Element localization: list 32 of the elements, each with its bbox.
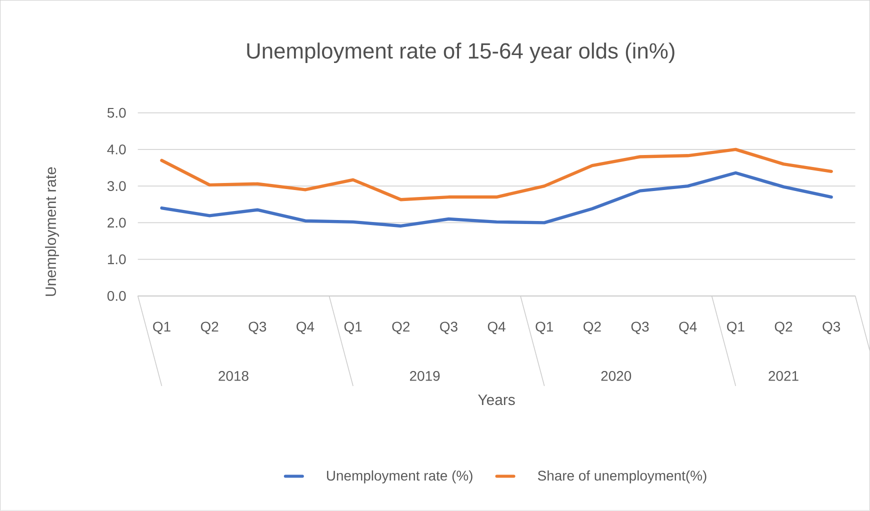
x-tick-label: Q4 (488, 322, 506, 334)
y-tick-label: 2.0 (108, 218, 126, 228)
x-tick-label: Q2 (200, 322, 218, 334)
text: 2018 (218, 371, 248, 382)
y-tick-label: 5.0 (107, 108, 126, 118)
legend-label: Unemployment rate (%) (327, 470, 472, 484)
x-tick-label: Q3 (631, 322, 649, 334)
text: 2019 (410, 371, 440, 382)
x-tick-label: Q3 (248, 322, 266, 334)
x-tick-label: Q3 (440, 322, 458, 334)
y-tick-label: 0.0 (107, 291, 126, 301)
x-tick-label: Q1 (536, 322, 553, 334)
x-axis-title: Years (478, 394, 515, 406)
x-tick-label: Q1 (727, 322, 744, 334)
x-tick-label: Q1 (344, 322, 362, 334)
line-series (160, 171, 833, 228)
y-tick-label: 1.0 (108, 254, 126, 264)
text: 2020 (601, 371, 632, 382)
y-axis-title: Unemployment rate (45, 167, 59, 296)
line-series (160, 148, 833, 202)
x-tick-label: Q2 (774, 322, 792, 334)
x-tick-label: Q4 (296, 322, 314, 334)
y-tick-label: 4.0 (107, 144, 126, 154)
x-tick-label: Q2 (584, 322, 601, 334)
text: 2021 (768, 371, 798, 382)
x-tick-label: Q2 (392, 322, 410, 334)
chart-title: Unemployment rate of 15-64 year olds (in%) (247, 42, 674, 64)
x-tick-label: Q4 (679, 322, 697, 334)
x-tick-label: Q3 (822, 322, 840, 334)
x-tick-label: Q1 (153, 322, 170, 334)
y-tick-label: 3.0 (107, 181, 126, 192)
legend-label: Share of unemployment(%) (538, 470, 706, 484)
